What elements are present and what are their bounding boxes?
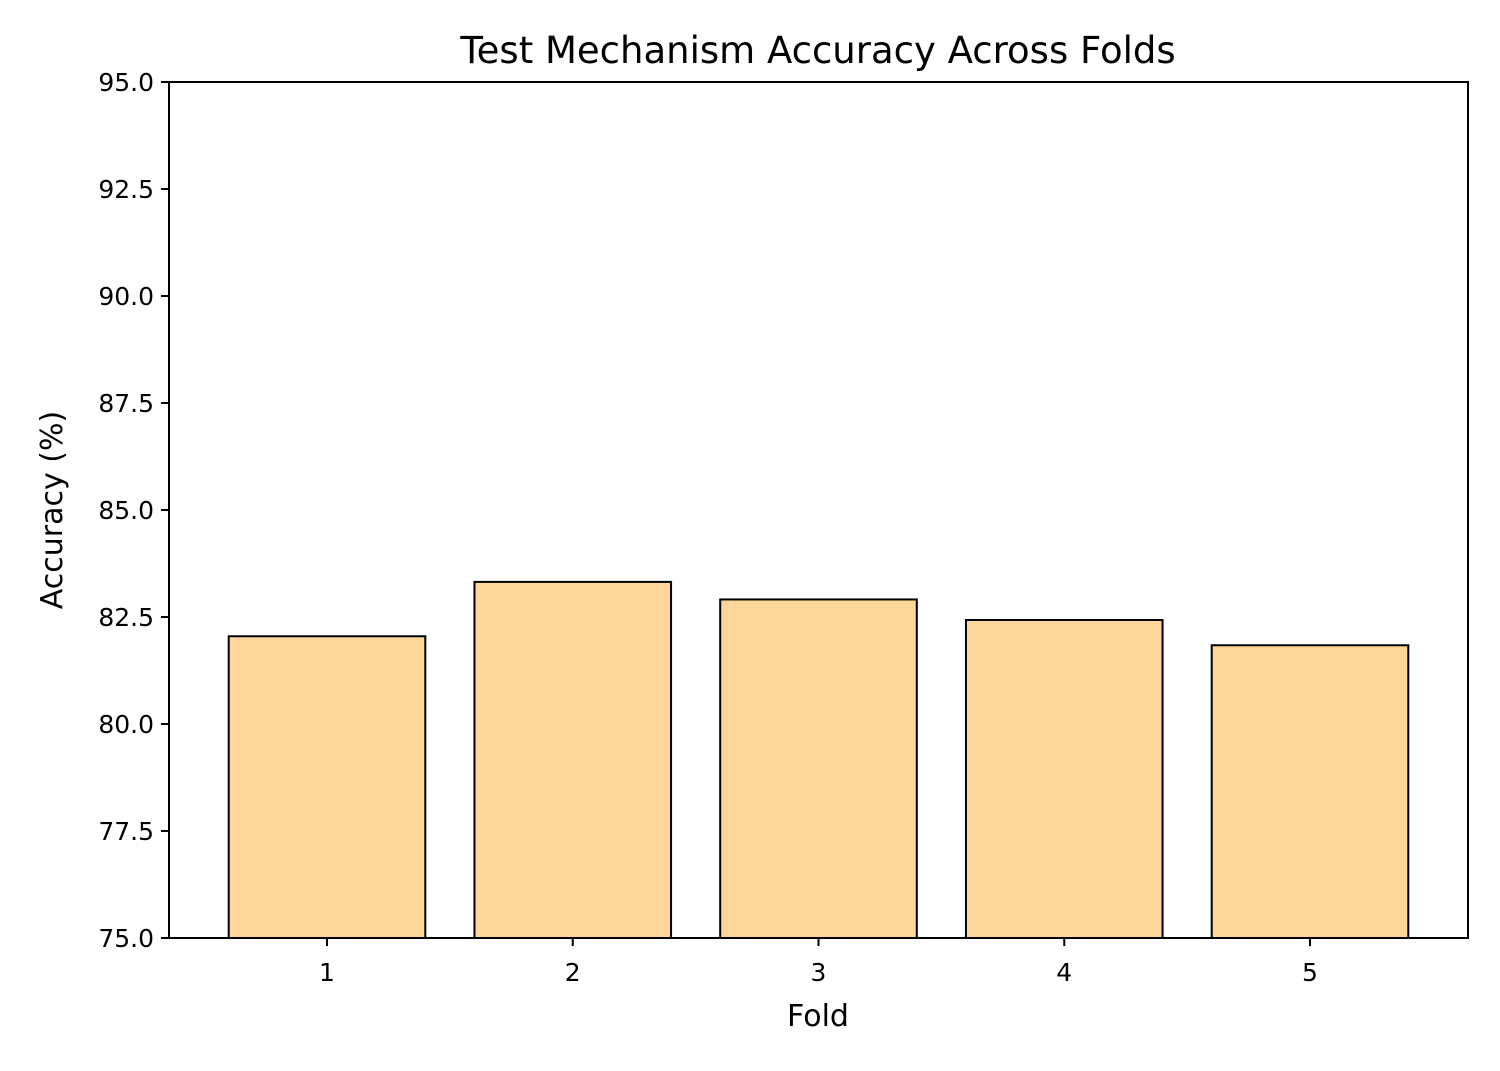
y-tick-label: 82.5 [98, 603, 154, 632]
bar-fold-2 [473, 580, 673, 940]
x-tick-label: 1 [319, 958, 335, 987]
bar-fold-5 [1210, 644, 1410, 939]
y-tick-label: 75.0 [98, 924, 154, 953]
x-tick-label: 4 [1056, 958, 1072, 987]
y-tick-label: 95.0 [98, 68, 154, 97]
y-axis-ticks: 75.0 77.5 80.0 82.5 85.0 87.5 90.0 92.5 95.0 [98, 68, 169, 953]
x-tick-label: 5 [1302, 958, 1318, 987]
y-axis-label: Accuracy (%) [35, 411, 70, 609]
bars-layer [227, 580, 1410, 940]
y-tick-label: 87.5 [98, 389, 154, 418]
y-tick-label: 90.0 [98, 282, 154, 311]
chart-title: Test Mechanism Accuracy Across Folds [459, 29, 1175, 72]
bar-fold-3 [719, 598, 918, 939]
plot-area-frame [168, 81, 1469, 939]
y-tick-label: 85.0 [98, 496, 154, 525]
x-tick-label: 3 [811, 958, 827, 987]
y-tick-label: 77.5 [98, 817, 154, 846]
x-axis-ticks: 1 2 3 4 5 [319, 938, 1318, 987]
bar-fold-1 [227, 635, 427, 939]
x-tick-label: 2 [565, 958, 581, 987]
y-tick-label: 80.0 [98, 710, 154, 739]
bar-fold-4 [964, 619, 1164, 939]
x-axis-label: Fold [787, 999, 849, 1034]
y-tick-label: 92.5 [98, 175, 154, 204]
